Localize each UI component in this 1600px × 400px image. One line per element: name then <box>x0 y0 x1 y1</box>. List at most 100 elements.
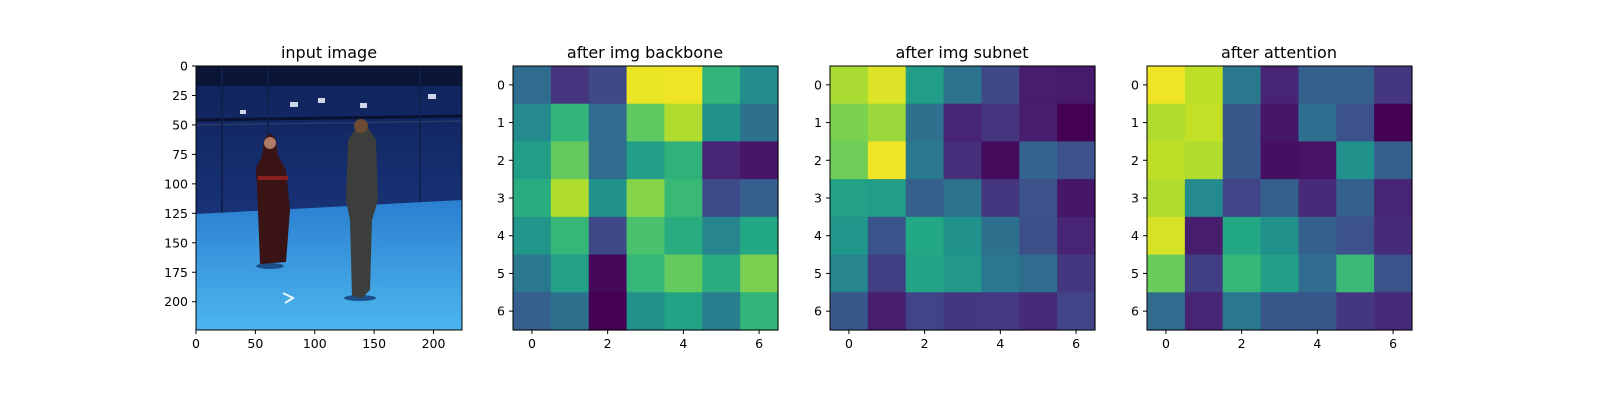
heatmap-cell <box>740 141 778 179</box>
heatmap-cell <box>1147 217 1185 255</box>
heatmap-cell <box>906 292 944 330</box>
tick-label: 6 <box>755 336 763 351</box>
tick-label: 5 <box>1131 266 1139 281</box>
heatmap-cell <box>551 104 589 142</box>
tick-label: 1 <box>814 115 822 130</box>
heatmap-cell <box>702 66 740 104</box>
heatmap-cell <box>702 104 740 142</box>
heatmap-cell <box>627 255 665 293</box>
heatmap-cell <box>944 217 982 255</box>
panel-after-img-subnet: after img subnet 0 2 4 60123456 <box>814 43 1096 351</box>
heatmap-cell <box>1147 255 1185 293</box>
heatmap-cell <box>740 217 778 255</box>
heatmap-cell <box>830 255 868 293</box>
head <box>264 137 276 149</box>
heatmap-cell <box>868 66 906 104</box>
heatmap-cell <box>868 217 906 255</box>
heatmap-cell <box>1298 66 1336 104</box>
heatmap-cell <box>1298 179 1336 217</box>
heatmap-cell <box>1185 104 1223 142</box>
heatmap-cell <box>1298 217 1336 255</box>
heatmap-cell <box>1223 255 1261 293</box>
heatmap-cell <box>702 141 740 179</box>
heatmap-cell <box>1223 66 1261 104</box>
heatmap-cell <box>513 255 551 293</box>
heatmap-cell <box>1057 66 1095 104</box>
heatmap-cell <box>740 104 778 142</box>
tick-label: 200 <box>164 294 188 309</box>
panel-after-img-backbone: after img backbone 0 2 4 60123456 <box>497 43 779 351</box>
heatmap-cell <box>1185 255 1223 293</box>
heatmap-cell <box>1336 292 1374 330</box>
heatmap-cell <box>981 217 1019 255</box>
heatmap-cell <box>513 217 551 255</box>
heatmap-cell <box>1223 179 1261 217</box>
tick-label: 1 <box>1131 115 1139 130</box>
heatmap-cell <box>664 141 702 179</box>
camera <box>290 102 298 107</box>
heatmap-cell <box>551 141 589 179</box>
heatmap-cell <box>1185 217 1223 255</box>
tick-label: 0 <box>845 336 853 351</box>
heatmap-cell <box>1019 179 1057 217</box>
heatmap-cell <box>740 179 778 217</box>
heatmap-cell <box>551 292 589 330</box>
heatmap-cell <box>513 104 551 142</box>
heatmap-cell <box>944 104 982 142</box>
heatmap-cell <box>589 255 627 293</box>
heatmap-cell <box>627 66 665 104</box>
tick-label: 2 <box>814 153 822 168</box>
heatmap-cell <box>830 141 868 179</box>
heatmap-cell <box>1057 292 1095 330</box>
heatmap-cell <box>664 104 702 142</box>
heatmap-cell <box>589 292 627 330</box>
floor <box>196 200 462 330</box>
tick-label: 50 <box>247 336 263 351</box>
heatmap-cell <box>664 66 702 104</box>
heatmap-cell <box>551 179 589 217</box>
tick-label: 6 <box>1131 304 1139 319</box>
tick-label: 50 <box>172 117 188 132</box>
heatmap-cell <box>589 104 627 142</box>
heatmap-cell <box>1057 141 1095 179</box>
heatmap-cell <box>830 217 868 255</box>
tick-label: 175 <box>164 265 188 280</box>
heatmap-cell <box>1374 255 1412 293</box>
heatmap-cell <box>1185 66 1223 104</box>
tick-label: 0 <box>192 336 200 351</box>
heatmap-cell <box>589 179 627 217</box>
heatmap-cell <box>981 255 1019 293</box>
tick-label: 1 <box>497 115 505 130</box>
heatmap-cell <box>1374 179 1412 217</box>
heatmap-cell <box>906 66 944 104</box>
heatmap-cell <box>589 141 627 179</box>
heatmap-cell <box>830 66 868 104</box>
tick-label: 4 <box>996 336 1004 351</box>
heatmap-cell <box>1185 179 1223 217</box>
heatmap-cell <box>1223 141 1261 179</box>
heatmap-cell <box>1223 104 1261 142</box>
heatmap-cell <box>868 179 906 217</box>
heatmap-cell <box>906 255 944 293</box>
tick-label: 0 <box>1131 77 1139 92</box>
heatmap-cell <box>664 292 702 330</box>
camera <box>360 103 367 108</box>
heatmap-cell <box>1019 255 1057 293</box>
tick-label: 6 <box>497 304 505 319</box>
heatmap-cell <box>1185 292 1223 330</box>
heatmap-cell <box>944 179 982 217</box>
heatmap-cell <box>664 255 702 293</box>
heatmap-cell <box>1147 66 1185 104</box>
camera <box>428 94 436 99</box>
heatmap-cell <box>1019 66 1057 104</box>
tick-label: 25 <box>172 88 188 103</box>
heatmap-cell <box>740 292 778 330</box>
heatmap-cell <box>664 217 702 255</box>
tick-label: 3 <box>1131 191 1139 206</box>
heatmap-cell <box>551 66 589 104</box>
heatmap-cell <box>1147 141 1185 179</box>
heatmap-cell <box>1374 66 1412 104</box>
heatmap-cell <box>868 292 906 330</box>
tick-label: 2 <box>921 336 929 351</box>
heatmap-cells <box>830 66 1096 331</box>
